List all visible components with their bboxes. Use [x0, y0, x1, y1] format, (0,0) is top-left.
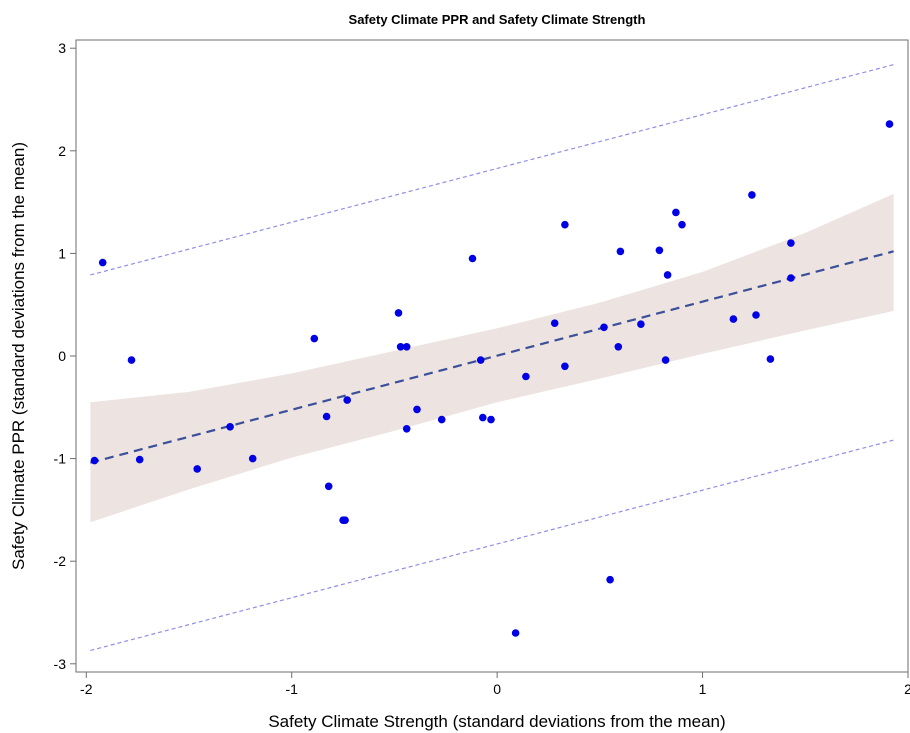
- data-point: [193, 465, 201, 473]
- y-tick-label: 3: [58, 40, 66, 56]
- data-point: [476, 356, 485, 364]
- y-axis: -3 -2 -1 0 1 2 3: [54, 40, 77, 672]
- data-point: [678, 220, 686, 229]
- data-point: [787, 274, 795, 282]
- data-point: [616, 247, 625, 256]
- y-tick-label: -1: [54, 451, 67, 467]
- data-point: [637, 320, 645, 329]
- data-point: [614, 343, 623, 351]
- data-point: [402, 425, 411, 433]
- y-axis-title: Safety Climate PPR (standard deviations …: [9, 142, 28, 570]
- x-tick-label: 1: [699, 681, 707, 697]
- chart-title: Safety Climate PPR and Safety Climate St…: [349, 12, 646, 27]
- data-point: [98, 258, 107, 267]
- data-point: [729, 315, 738, 323]
- data-point: [324, 482, 333, 491]
- data-point: [90, 456, 99, 465]
- plot-area: [75, 39, 909, 673]
- y-tick-label: 1: [58, 245, 66, 261]
- x-tick-label: -2: [80, 681, 93, 697]
- data-point: [550, 319, 559, 328]
- data-point: [511, 629, 520, 637]
- x-tick-label: 0: [493, 681, 501, 697]
- x-tick-label: 2: [904, 681, 910, 697]
- data-point: [135, 455, 144, 464]
- data-point: [343, 396, 352, 404]
- data-point: [787, 239, 795, 247]
- data-point: [606, 575, 614, 584]
- data-point: [226, 423, 234, 431]
- y-tick-label: -2: [54, 553, 67, 569]
- data-point: [322, 412, 331, 421]
- data-point: [748, 191, 756, 199]
- data-point: [885, 120, 894, 128]
- y-tick-label: 2: [58, 143, 66, 159]
- y-tick-label: -3: [54, 656, 67, 672]
- upper-prediction-limit: [90, 64, 894, 276]
- data-point: [655, 246, 664, 255]
- x-axis-title: Safety Climate Strength (standard deviat…: [268, 712, 725, 731]
- y-tick-label: 0: [58, 348, 66, 364]
- data-point: [479, 413, 487, 422]
- data-point: [663, 271, 672, 279]
- data-point: [396, 343, 405, 351]
- lower-prediction-limit: [90, 439, 894, 652]
- data-point: [522, 372, 530, 381]
- data-point: [310, 334, 319, 343]
- x-tick-label: -1: [285, 681, 298, 697]
- data-point: [561, 220, 569, 229]
- data-point: [394, 309, 403, 317]
- data-point: [341, 516, 349, 524]
- data-point: [661, 356, 670, 364]
- data-point: [766, 355, 775, 363]
- fit-line: [90, 250, 894, 464]
- x-axis: -2 -1 0 1 2: [76, 671, 910, 697]
- data-point: [487, 415, 495, 424]
- data-point: [600, 323, 608, 332]
- data-point: [672, 208, 680, 217]
- data-point: [561, 362, 569, 371]
- data-point: [413, 405, 421, 414]
- data-point: [437, 415, 446, 424]
- data-point: [127, 356, 136, 364]
- data-point: [752, 311, 760, 319]
- data-point: [248, 454, 257, 463]
- data-points: [90, 120, 894, 637]
- confidence-band: [90, 193, 894, 523]
- data-point: [468, 254, 477, 263]
- data-point: [402, 343, 411, 351]
